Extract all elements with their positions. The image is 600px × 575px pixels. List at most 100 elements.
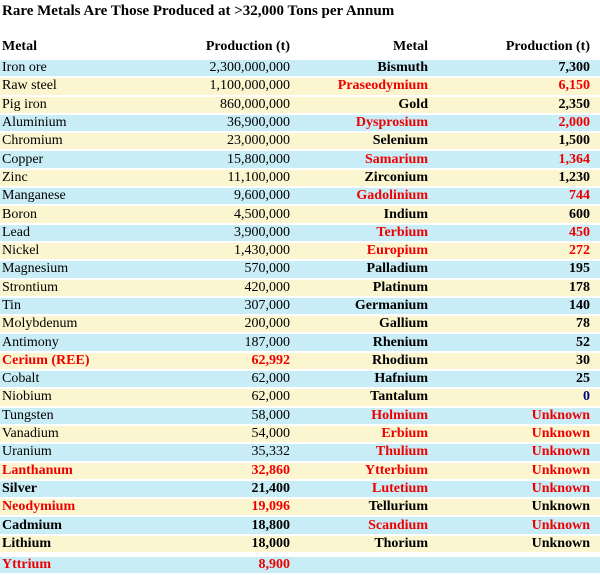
metal-name-cell: Germanium: [354, 298, 428, 313]
metal-name-cell: Strontium: [2, 279, 59, 295]
table-row: Silver 21,400 Lutetium Unknown: [0, 480, 600, 498]
table-row: Iron ore 2,300,000,000 Bismuth 7,300: [0, 60, 600, 77]
metal-name-cell: Tantalum: [370, 389, 428, 405]
metal-name-cell: Raw steel: [2, 78, 57, 94]
metal-name-cell: Dysprosium: [355, 115, 428, 131]
production-value-cell: 15,800,000: [227, 151, 290, 167]
metal-name-cell: Silver: [2, 480, 37, 496]
production-value-cell: Unknown: [531, 517, 590, 533]
metal-name-cell: Manganese: [2, 188, 66, 204]
production-value-cell: 19,096: [251, 499, 291, 515]
production-value-cell: 200,000: [244, 316, 291, 332]
production-value-cell: 1,230: [558, 169, 591, 185]
metal-name-cell: Zinc: [2, 169, 28, 185]
metal-name-cell: Praseodymium: [337, 78, 428, 94]
table-row: Tin 307,000 Germanium 140: [0, 297, 600, 315]
production-value-cell: 25: [576, 371, 590, 387]
metal-name-cell: Gadolinium: [356, 188, 428, 204]
metal-name-cell: Bismuth: [377, 60, 428, 76]
metal-name-cell: Thorium: [374, 535, 428, 551]
production-value-cell: 2,350: [558, 96, 591, 112]
production-value-cell: 7,300: [558, 60, 591, 76]
production-value-cell: 195: [569, 261, 590, 277]
metal-name-cell: Gallium: [378, 316, 428, 332]
table-row: Lanthanum 32,860 Ytterbium Unknown: [0, 462, 600, 479]
table-row: Tungsten 58,000 Holmium Unknown: [0, 407, 600, 424]
metal-name-cell: Lead: [2, 224, 30, 240]
production-value-cell: 78: [576, 316, 590, 332]
table-row: Yttrium 8,900: [0, 557, 600, 574]
column-header: Production (t): [205, 39, 290, 54]
metal-name-cell: Rhenium: [372, 334, 428, 350]
metal-name-cell: Zirconium: [364, 169, 428, 185]
metal-name-cell: Ytterbium: [365, 462, 428, 478]
production-value-cell: 62,000: [251, 389, 291, 405]
table-row: Cadmium 18,800 Scandium Unknown: [0, 517, 600, 534]
table-row: Copper 15,800,000 Samarium 1,364: [0, 151, 600, 168]
production-value-cell: 4,500,000: [234, 206, 290, 222]
production-value-cell: 2,300,000,000: [209, 60, 291, 76]
production-value-cell: Unknown: [531, 535, 590, 551]
table-row: Vanadium 54,000 Erbium Unknown: [0, 425, 600, 443]
metal-name-cell: Europium: [366, 243, 428, 259]
table-row: Uranium 35,332 Thulium Unknown: [0, 444, 600, 461]
production-value-cell: 420,000: [244, 279, 291, 295]
metal-name-cell: Nickel: [2, 243, 40, 259]
metal-name-cell: Copper: [2, 151, 44, 167]
table-row: Neodymium 19,096 Tellurium Unknown: [0, 499, 600, 516]
production-value-cell: 140: [569, 298, 590, 313]
metal-name-cell: Chromium: [2, 133, 63, 149]
production-value-cell: 30: [576, 352, 590, 368]
production-value-cell: 35,332: [251, 444, 291, 460]
production-value-cell: 8,900: [258, 557, 291, 573]
table-row: Strontium 420,000 Platinum 178: [0, 279, 600, 296]
metal-name-cell: Cerium (REE): [2, 352, 90, 368]
table-title: Rare Metals Are Those Produced at >32,00…: [2, 3, 395, 19]
production-value-cell: Unknown: [531, 499, 590, 515]
table-row: Boron 4,500,000 Indium 600: [0, 206, 600, 223]
production-value-cell: 2,000: [558, 115, 591, 131]
column-header: Metal: [2, 39, 37, 54]
production-value-cell: 18,000: [251, 535, 291, 551]
production-value-cell: 1,500: [558, 133, 591, 149]
metal-name-cell: Lutetium: [372, 480, 428, 496]
production-value-cell: 1,100,000,000: [209, 78, 291, 94]
table-row: Cerium (REE) 62,992 Rhodium 30: [0, 352, 600, 370]
metal-name-cell: Tin: [2, 298, 21, 313]
production-value-cell: 6,150: [558, 78, 591, 94]
column-header: Production (t): [505, 39, 590, 54]
metal-name-cell: Indium: [383, 206, 428, 222]
metal-name-cell: Pig iron: [2, 96, 47, 112]
production-value-cell: 11,100,000: [227, 169, 290, 185]
metal-name-cell: Magnesium: [2, 261, 69, 277]
table-body: Iron ore 2,300,000,000 Bismuth 7,300 Raw ste…: [0, 60, 600, 574]
production-value-cell: 21,400: [251, 480, 291, 496]
metal-name-cell: Niobium: [2, 389, 52, 405]
production-value-cell: 600: [569, 206, 590, 222]
production-value-cell: 272: [569, 243, 590, 259]
production-value-cell: 54,000: [251, 426, 291, 442]
production-value-cell: 307,000: [244, 298, 291, 313]
metal-name-cell: Erbium: [381, 426, 428, 442]
production-value-cell: Unknown: [531, 426, 590, 442]
metal-name-cell: Platinum: [372, 279, 428, 295]
production-value-cell: 36,900,000: [227, 115, 290, 131]
production-value-cell: 62,992: [251, 352, 291, 368]
table-row: Nickel 1,430,000 Europium 272: [0, 242, 600, 260]
table-row: Lead 3,900,000 Terbium 450: [0, 224, 600, 241]
table-row: Aluminium 36,900,000 Dysprosium 2,000: [0, 114, 600, 132]
production-value-cell: 187,000: [244, 334, 291, 350]
metal-name-cell: Selenium: [372, 133, 428, 149]
production-value-cell: 450: [569, 224, 590, 240]
production-value-cell: Unknown: [531, 444, 590, 460]
metal-name-cell: Samarium: [365, 151, 428, 167]
metal-name-cell: Iron ore: [2, 60, 47, 76]
table-row: Niobium 62,000 Tantalum 0: [0, 389, 600, 406]
metal-name-cell: Holmium: [371, 407, 428, 423]
metal-name-cell: Yttrium: [2, 557, 51, 573]
metal-name-cell: Vanadium: [2, 426, 59, 442]
production-value-cell: 3,900,000: [234, 224, 290, 240]
production-value-cell: 178: [569, 279, 590, 295]
table-row: Antimony 187,000 Rhenium 52: [0, 334, 600, 351]
metal-name-cell: Neodymium: [2, 499, 76, 515]
